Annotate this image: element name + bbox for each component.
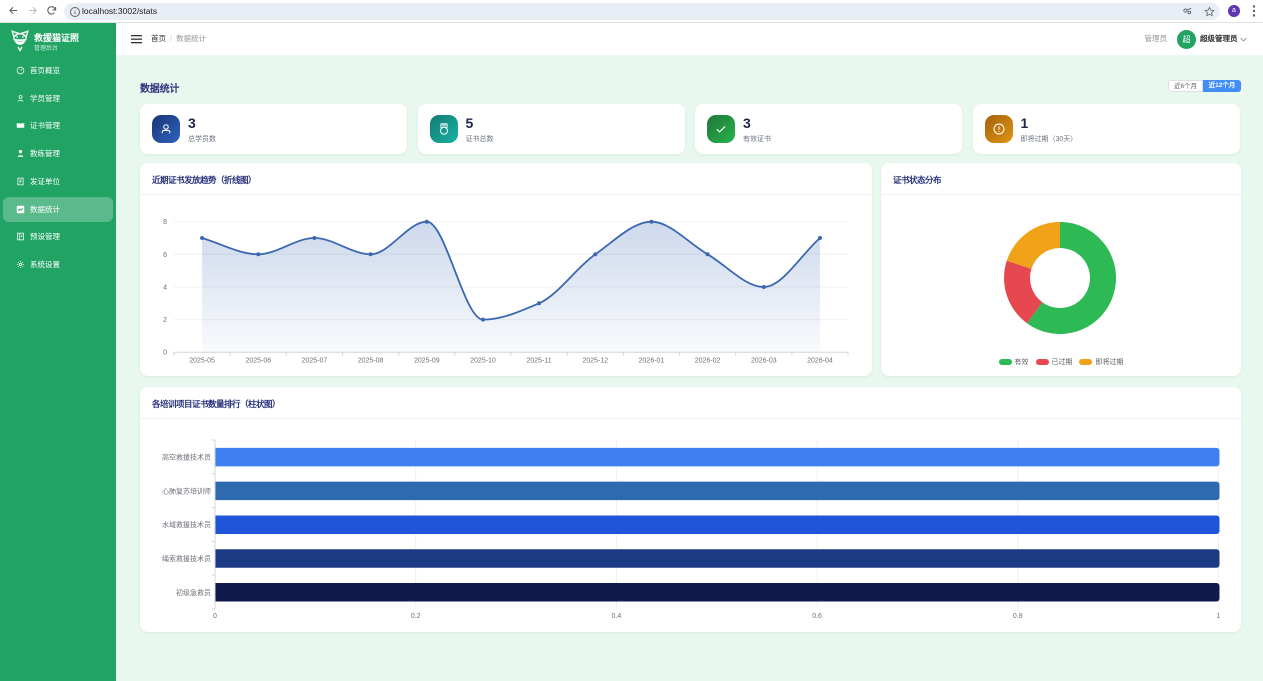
svg-text:0.2: 0.2 bbox=[411, 613, 421, 620]
svg-text:2025-06: 2025-06 bbox=[245, 358, 271, 365]
svg-text:2026-02: 2026-02 bbox=[695, 358, 721, 365]
svg-text:0.4: 0.4 bbox=[612, 613, 622, 620]
svg-text:2025-05: 2025-05 bbox=[189, 358, 215, 365]
svg-text:2026-03: 2026-03 bbox=[751, 358, 777, 365]
svg-text:1: 1 bbox=[1217, 613, 1221, 620]
svg-text:4: 4 bbox=[163, 285, 167, 292]
svg-text:0.6: 0.6 bbox=[812, 613, 822, 620]
svg-text:2025-10: 2025-10 bbox=[470, 358, 496, 365]
svg-text:2025-11: 2025-11 bbox=[527, 358, 552, 365]
svg-text:0: 0 bbox=[213, 613, 217, 620]
svg-text:绳索救援技术员: 绳索救援技术员 bbox=[162, 554, 211, 563]
svg-text:2025-12: 2025-12 bbox=[582, 358, 608, 365]
svg-text:0.8: 0.8 bbox=[1013, 613, 1023, 620]
svg-text:6: 6 bbox=[163, 252, 167, 259]
svg-text:高空救援技术员: 高空救援技术员 bbox=[162, 453, 211, 462]
svg-text:2025-08: 2025-08 bbox=[358, 358, 384, 365]
svg-text:2026-01: 2026-01 bbox=[639, 358, 665, 365]
svg-text:2025-07: 2025-07 bbox=[302, 358, 328, 365]
svg-text:2026-04: 2026-04 bbox=[807, 358, 833, 365]
svg-text:初级急救员: 初级急救员 bbox=[176, 588, 211, 597]
svg-text:2025-09: 2025-09 bbox=[414, 358, 440, 365]
svg-text:水域救援技术员: 水域救援技术员 bbox=[162, 520, 211, 529]
svg-text:8: 8 bbox=[163, 219, 167, 226]
svg-text:2: 2 bbox=[163, 317, 167, 324]
svg-text:0: 0 bbox=[163, 350, 167, 357]
svg-text:心肺复苏培训师: 心肺复苏培训师 bbox=[162, 486, 211, 495]
